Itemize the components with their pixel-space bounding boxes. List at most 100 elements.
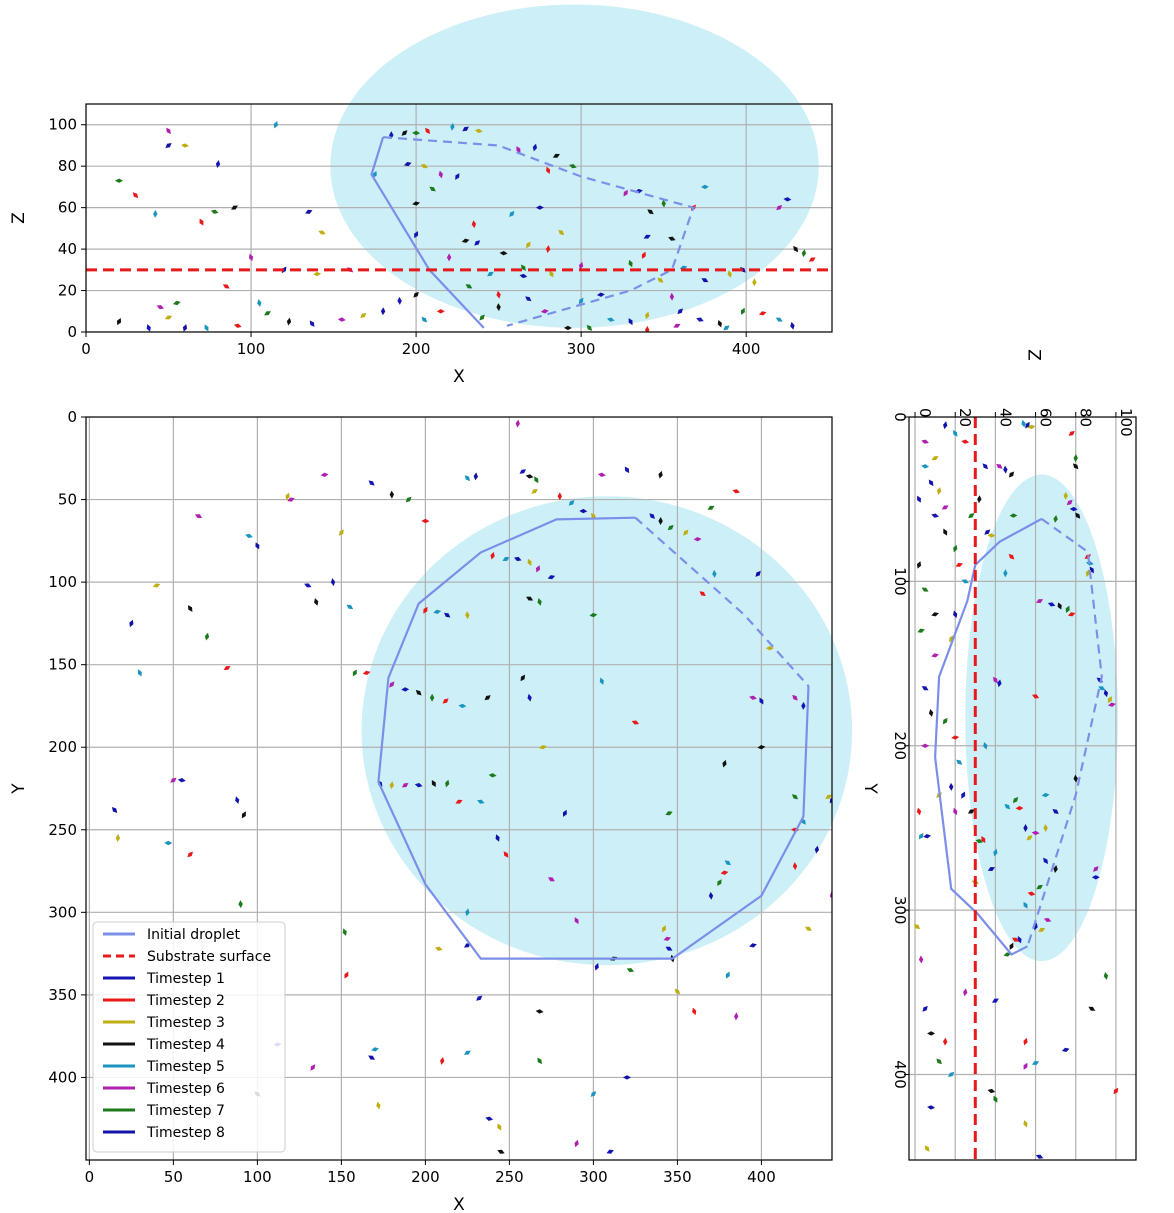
- particle-marker: [264, 311, 271, 316]
- particle-marker: [647, 209, 654, 215]
- particle-marker: [981, 836, 986, 843]
- y-tick-label: 100: [48, 573, 77, 591]
- particle-marker: [436, 309, 445, 314]
- particle-marker: [987, 533, 996, 538]
- particle-marker: [996, 463, 1003, 469]
- particle-marker: [574, 1139, 579, 1148]
- particle-marker: [1027, 424, 1036, 430]
- particle-marker: [525, 474, 534, 479]
- y-tick-label: 40: [58, 240, 77, 258]
- y-axis-label: Y: [860, 782, 880, 794]
- particle-marker: [917, 495, 921, 503]
- particle-marker: [917, 628, 925, 633]
- particle-marker: [115, 178, 123, 183]
- particle-marker: [111, 807, 118, 813]
- particle-marker: [305, 209, 313, 214]
- particle-marker: [732, 489, 741, 494]
- particle-marker: [717, 319, 722, 328]
- particle-marker: [596, 292, 605, 297]
- x-tick-label: 0: [916, 408, 934, 418]
- particle-marker: [537, 1057, 542, 1065]
- particle-marker: [801, 249, 807, 258]
- particle-marker: [1008, 553, 1015, 560]
- particle-marker: [474, 240, 481, 246]
- particle-marker: [657, 277, 664, 283]
- x-tick-label: 0: [81, 340, 91, 358]
- particle-marker: [921, 686, 929, 691]
- particle-marker: [574, 917, 579, 925]
- particle-marker: [463, 1050, 471, 1055]
- particle-marker: [983, 741, 988, 750]
- particle-marker: [1043, 857, 1049, 864]
- particle-marker: [502, 557, 510, 561]
- particle-marker: [461, 238, 470, 243]
- x-axis-label: Z: [1024, 349, 1044, 361]
- particle-marker: [931, 612, 939, 617]
- particle-marker: [961, 439, 970, 444]
- particle-marker: [401, 687, 410, 692]
- legend-label: Timestep 7: [146, 1103, 225, 1119]
- particle-marker: [527, 558, 532, 566]
- particle-marker: [445, 779, 450, 788]
- particle-marker: [181, 143, 189, 148]
- particle-marker: [562, 809, 567, 817]
- particle-marker: [503, 851, 509, 858]
- particle-marker: [1003, 569, 1008, 578]
- y-tick-label: 100: [48, 116, 77, 134]
- particle-marker: [352, 669, 357, 677]
- particle-marker: [1089, 566, 1094, 574]
- particle-marker: [446, 253, 452, 262]
- particle-marker: [1052, 808, 1059, 815]
- y-tick-label: 0: [67, 323, 77, 341]
- particle-marker: [488, 773, 497, 778]
- particle-marker: [182, 324, 188, 332]
- particle-marker: [1012, 937, 1019, 942]
- particle-marker: [943, 528, 948, 536]
- particle-marker: [1093, 866, 1099, 872]
- particle-marker: [724, 860, 731, 866]
- x-tick-label: 20: [956, 408, 974, 427]
- particle-marker: [913, 924, 921, 930]
- particle-marker: [928, 479, 934, 487]
- particle-marker: [346, 604, 354, 610]
- particle-marker: [549, 270, 554, 278]
- particle-marker: [1036, 884, 1043, 890]
- particle-marker: [1068, 430, 1075, 436]
- particle-marker: [645, 311, 650, 320]
- particle-marker: [1073, 454, 1078, 463]
- particle-marker: [1098, 686, 1106, 691]
- particle-marker: [927, 1105, 936, 1110]
- particle-marker: [825, 794, 832, 799]
- particle-marker: [931, 513, 939, 518]
- particle-marker: [707, 505, 715, 510]
- particle-marker: [115, 834, 121, 842]
- particle-marker: [153, 209, 158, 218]
- x-tick-label: 300: [567, 340, 596, 358]
- particle-marker: [412, 201, 421, 206]
- y-tick-label: 300: [891, 896, 909, 925]
- particle-marker: [1107, 702, 1116, 707]
- particle-marker: [1023, 1062, 1028, 1070]
- y-tick-label: 400: [891, 1060, 909, 1089]
- particle-marker: [545, 245, 551, 254]
- particle-marker: [626, 968, 635, 973]
- particle-marker: [658, 470, 663, 479]
- particle-marker: [156, 305, 164, 310]
- particle-marker: [586, 324, 593, 331]
- particle-marker: [953, 610, 958, 619]
- particle-marker: [434, 946, 443, 951]
- particle-marker: [1066, 499, 1073, 506]
- x-tick-label: 80: [1077, 408, 1095, 427]
- particle-marker: [936, 1058, 942, 1065]
- y-tick-label: 50: [58, 491, 77, 509]
- particle-marker: [696, 317, 704, 322]
- particle-marker: [1038, 927, 1046, 932]
- particle-marker: [1103, 971, 1109, 980]
- legend-label: Substrate surface: [147, 949, 271, 965]
- particle-marker: [1057, 602, 1062, 610]
- x-tick-label: 50: [164, 1168, 183, 1186]
- particle-marker: [776, 204, 783, 211]
- particle-marker: [749, 943, 757, 948]
- particle-marker: [590, 1091, 597, 1097]
